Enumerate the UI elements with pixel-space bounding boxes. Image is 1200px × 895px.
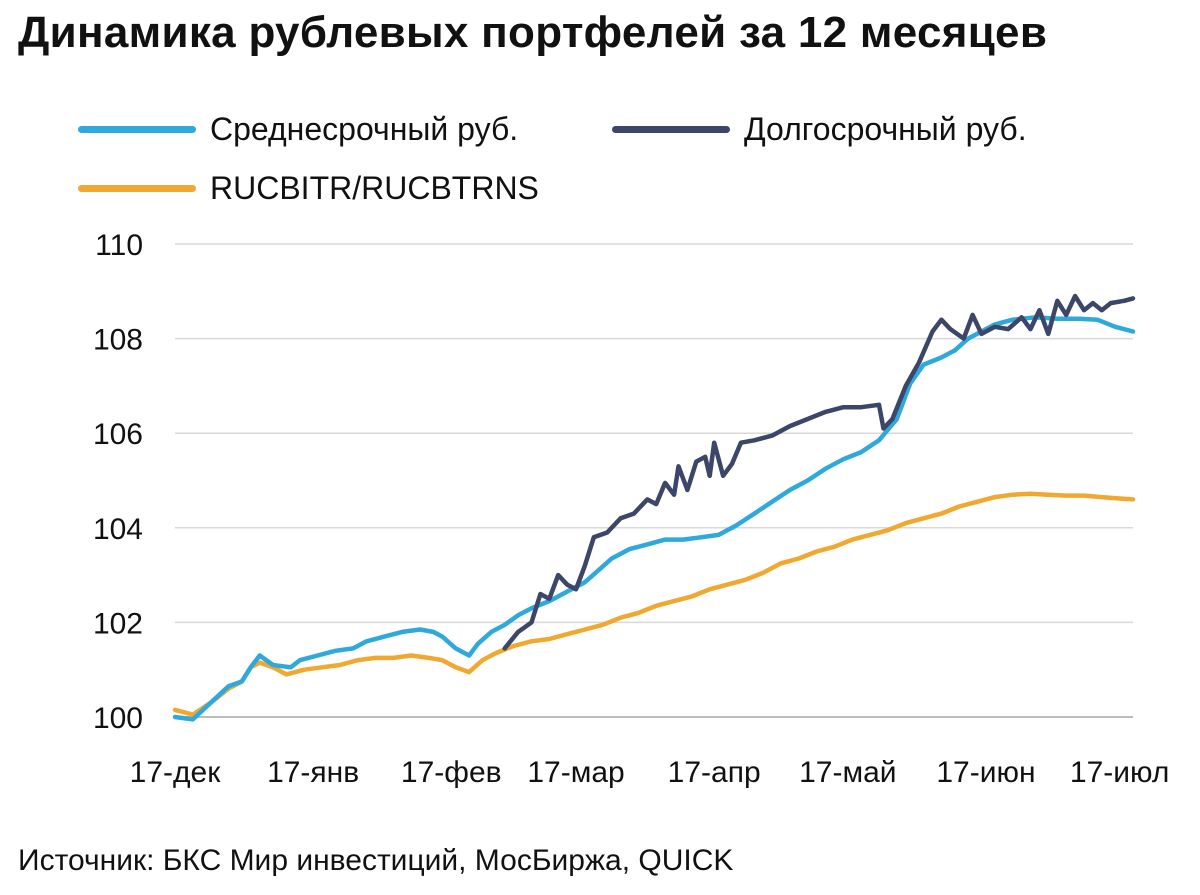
x-tick-label-7: 17-июл xyxy=(1070,756,1169,789)
series-line-medium-term xyxy=(172,315,1136,722)
y-tick-label-108: 108 xyxy=(93,324,143,357)
legend-swatch-long-term xyxy=(612,126,730,133)
x-tick-label-4: 17-апр xyxy=(668,756,761,789)
legend-item-long-term: Долгосрочный руб. xyxy=(612,111,1027,148)
source-note: Источник: БКС Мир инвестиций, МосБиржа, … xyxy=(18,844,734,877)
legend-label-medium-term: Среднесрочный руб. xyxy=(210,111,519,147)
x-tick-label-0: 17-дек xyxy=(130,756,222,789)
y-axis-labels: 100 102 104 106 108 110 xyxy=(93,229,143,735)
x-tick-label-3: 17-мар xyxy=(527,756,624,789)
legend-label-long-term: Долгосрочный руб. xyxy=(744,111,1027,147)
legend-item-medium-term: Среднесрочный руб. xyxy=(78,111,518,148)
legend-item-rucbitr: RUCBITR/RUCBTRNS xyxy=(78,170,539,207)
x-tick-label-1: 17-янв xyxy=(267,756,359,789)
x-tick-label-2: 17-фев xyxy=(401,756,502,789)
series-line-long-term xyxy=(502,293,1136,651)
series-line-rucbitr xyxy=(172,491,1136,717)
y-tick-label-106: 106 xyxy=(93,418,143,451)
legend-swatch-medium-term xyxy=(78,126,196,133)
gridlines xyxy=(175,243,1133,718)
y-tick-label-102: 102 xyxy=(93,607,143,640)
chart-title: Динамика рублевых портфелей за 12 месяце… xyxy=(18,8,1048,57)
x-tick-label-6: 17-июн xyxy=(936,756,1035,789)
y-tick-label-100: 100 xyxy=(93,702,143,735)
x-axis-labels: 17-дек 17-янв 17-фев 17-мар 17-апр 17-май 17-и… xyxy=(130,756,1170,789)
series-lines xyxy=(172,293,1136,722)
x-tick-label-5: 17-май xyxy=(799,756,896,789)
legend-label-rucbitr: RUCBITR/RUCBTRNS xyxy=(210,170,539,206)
y-tick-label-104: 104 xyxy=(93,513,143,546)
legend-swatch-rucbitr xyxy=(78,185,196,192)
y-tick-label-110: 110 xyxy=(95,229,143,262)
